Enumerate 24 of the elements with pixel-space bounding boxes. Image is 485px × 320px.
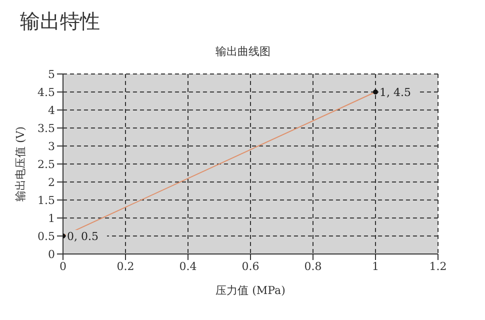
y-tick-label: 0.5 bbox=[38, 230, 55, 243]
chart-title: 输出特性 bbox=[20, 8, 100, 35]
data-label: 1, 4.5 bbox=[380, 86, 411, 99]
y-tick-label: 2 bbox=[48, 176, 55, 189]
x-axis-title: 压力值 (MPa) bbox=[216, 284, 286, 297]
y-tick-label: 4 bbox=[48, 104, 55, 117]
x-tick-label: 0.6 bbox=[242, 260, 260, 273]
y-tick-label: 1.5 bbox=[38, 194, 55, 207]
y-tick-label: 4.5 bbox=[38, 86, 55, 99]
x-tick-label: 1 bbox=[372, 260, 379, 273]
y-tick-label: 3 bbox=[48, 140, 55, 153]
data-label: 0, 0.5 bbox=[67, 230, 98, 243]
y-tick-label: 5 bbox=[48, 68, 55, 81]
x-tick-label: 1.2 bbox=[429, 260, 447, 273]
y-tick-label: 1 bbox=[48, 212, 55, 225]
x-tick-label: 0 bbox=[60, 260, 66, 273]
y-axis-title: 输出电压值 (V) bbox=[14, 126, 27, 202]
y-tick-label: 3.5 bbox=[38, 122, 55, 135]
x-tick-label: 0.8 bbox=[304, 260, 322, 273]
x-tick-label: 0.2 bbox=[116, 260, 134, 273]
y-tick-label: 2.5 bbox=[38, 158, 55, 171]
chart-subtitle: 输出曲线图 bbox=[214, 44, 272, 59]
y-tick-label: 0 bbox=[48, 248, 55, 261]
x-tick-label: 0.4 bbox=[179, 260, 197, 273]
